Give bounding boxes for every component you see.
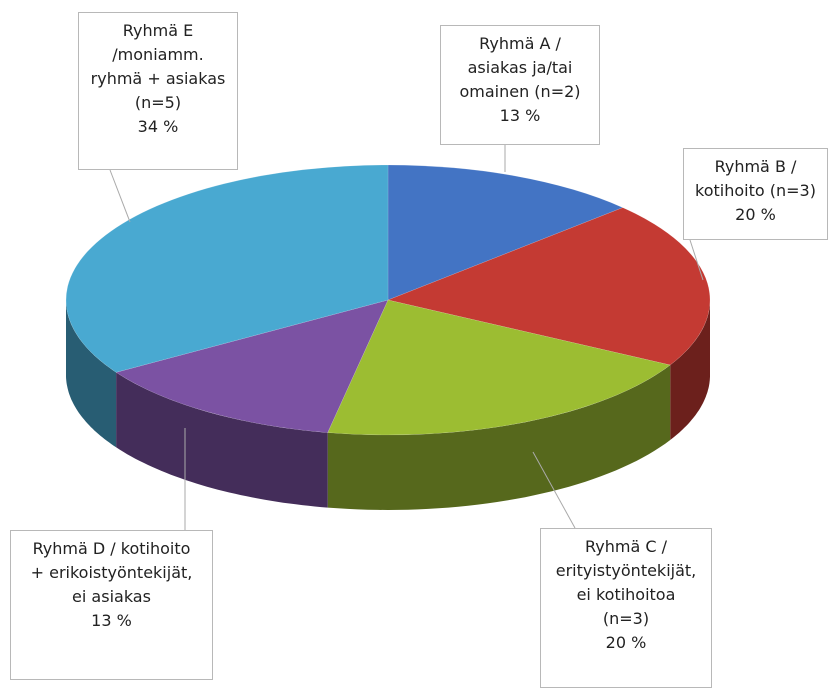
page: (() => { const data = JSON.parse(documen… (10, 12, 828, 688)
chart (65, 145, 711, 530)
data-label: Ryhmä D / kotihoito + erikoistyöntekijät… (10, 530, 213, 680)
category-label: Ryhmä E /moniamm. ryhmä + asiakas (n=5) (90, 21, 226, 112)
category-label: Ryhmä B / kotihoito (n=3) (695, 157, 816, 200)
leader-line (109, 169, 131, 223)
slice (65, 164, 389, 373)
data-label: Ryhmä E /moniamm. ryhmä + asiakas (n=5) 3… (78, 12, 238, 170)
value-label: 20 % (605, 633, 647, 652)
data-label: Ryhmä C / erityistyöntekijät, ei kotihoi… (540, 528, 712, 688)
leader-line (532, 451, 576, 529)
slice-side (327, 365, 671, 510)
slice (387, 164, 624, 301)
slice-side (66, 300, 117, 448)
leader-line (689, 239, 704, 281)
category-label: Ryhmä A / asiakas ja/tai omainen (n=2) (459, 34, 581, 101)
value-label: 34 % (137, 117, 179, 136)
category-label: Ryhmä C / erityistyöntekijät, ei kotihoi… (555, 537, 697, 628)
slice-side (670, 300, 710, 440)
slice (327, 299, 671, 436)
slice-side (116, 372, 328, 508)
value-label: 13 % (91, 611, 132, 630)
value-label: 20 % (735, 205, 776, 224)
data-label: Ryhmä A / asiakas ja/tai omainen (n=2) 13… (440, 25, 600, 145)
value-label: 13 % (499, 106, 541, 125)
slice (115, 299, 389, 433)
data-label: Ryhmä B / kotihoito (n=3) 20 % (683, 148, 828, 240)
category-label: Ryhmä D / kotihoito + erikoistyöntekijät… (30, 539, 193, 606)
slice (387, 207, 711, 366)
